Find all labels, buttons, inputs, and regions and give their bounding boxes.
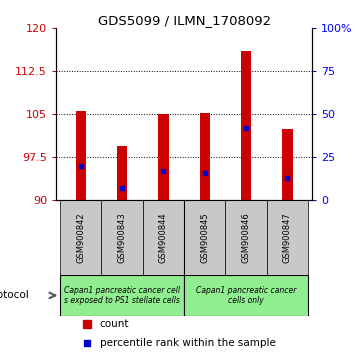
Bar — [101, 200, 143, 275]
Bar — [241, 51, 251, 200]
Bar — [75, 112, 86, 200]
Bar — [226, 200, 267, 275]
Text: GSM900842: GSM900842 — [76, 212, 85, 263]
Bar — [117, 146, 127, 200]
Text: GSM900844: GSM900844 — [159, 212, 168, 263]
Bar — [267, 200, 308, 275]
Bar — [143, 200, 184, 275]
Title: GDS5099 / ILMN_1708092: GDS5099 / ILMN_1708092 — [97, 14, 271, 27]
Bar — [158, 114, 169, 200]
Bar — [282, 129, 293, 200]
Text: protocol: protocol — [0, 290, 29, 301]
Bar — [60, 275, 184, 315]
Text: Capan1 pancreatic cancer
cells only: Capan1 pancreatic cancer cells only — [196, 286, 296, 305]
Text: GSM900847: GSM900847 — [283, 212, 292, 263]
Text: Capan1 pancreatic cancer cell
s exposed to PS1 stellate cells: Capan1 pancreatic cancer cell s exposed … — [64, 286, 180, 305]
Text: GSM900845: GSM900845 — [200, 212, 209, 263]
Bar — [200, 113, 210, 200]
Bar — [184, 200, 226, 275]
Text: GSM900843: GSM900843 — [118, 212, 127, 263]
Bar — [184, 275, 308, 315]
Text: GSM900846: GSM900846 — [242, 212, 251, 263]
Text: count: count — [100, 319, 129, 329]
Text: percentile rank within the sample: percentile rank within the sample — [100, 338, 275, 348]
Bar — [60, 200, 101, 275]
